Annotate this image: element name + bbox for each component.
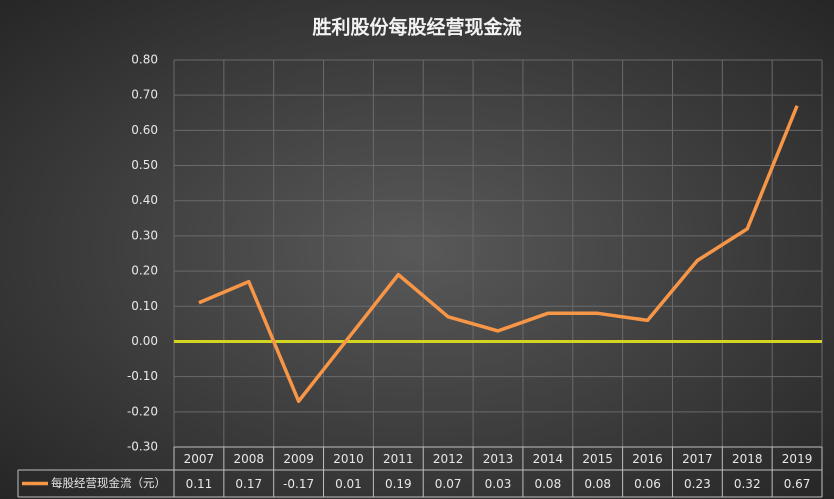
x-tick-label: 2008 <box>233 452 264 466</box>
y-tick-label: 0.40 <box>131 193 158 207</box>
table-value: 0.07 <box>435 477 462 491</box>
table-value: 0.08 <box>534 477 561 491</box>
x-tick-label: 2007 <box>184 452 215 466</box>
y-tick-label: 0.10 <box>131 299 158 313</box>
x-tick-label: 2011 <box>383 452 414 466</box>
y-tick-label: 0.80 <box>131 53 158 67</box>
y-tick-label: 0.50 <box>131 158 158 172</box>
x-tick-label: 2013 <box>483 452 514 466</box>
table-value: 0.01 <box>335 477 362 491</box>
y-tick-label: 0.30 <box>131 228 158 242</box>
table-value: 0.03 <box>485 477 512 491</box>
x-tick-label: 2016 <box>632 452 663 466</box>
y-tick-label: -0.20 <box>127 404 158 418</box>
y-tick-label: 0.20 <box>131 264 158 278</box>
table-value: 0.06 <box>634 477 661 491</box>
table-value: 0.32 <box>734 477 761 491</box>
chart-title: 胜利股份每股经营现金流 <box>312 16 521 39</box>
table-value: 0.67 <box>784 477 811 491</box>
table-value: 0.08 <box>584 477 611 491</box>
y-tick-label: 0.60 <box>131 123 158 137</box>
legend-label: 每股经营现金流（元） <box>51 476 166 490</box>
x-tick-label: 2010 <box>333 452 364 466</box>
x-tick-label: 2014 <box>533 452 564 466</box>
table-value: 0.19 <box>385 477 412 491</box>
series-line <box>198 105 799 404</box>
table-value: 0.17 <box>235 477 262 491</box>
table-value: -0.17 <box>283 477 314 491</box>
y-tick-label: -0.30 <box>127 440 158 454</box>
x-tick-label: 2015 <box>582 452 613 466</box>
x-tick-label: 2012 <box>433 452 464 466</box>
x-tick-label: 2018 <box>732 452 763 466</box>
table-value: 0.23 <box>684 477 711 491</box>
table-value: 0.11 <box>186 477 213 491</box>
y-tick-label: 0.00 <box>131 334 158 348</box>
y-tick-label: 0.70 <box>131 88 158 102</box>
x-tick-label: 2017 <box>682 452 713 466</box>
y-tick-label: -0.10 <box>127 369 158 383</box>
x-tick-label: 2019 <box>782 452 813 466</box>
x-tick-label: 2009 <box>283 452 314 466</box>
